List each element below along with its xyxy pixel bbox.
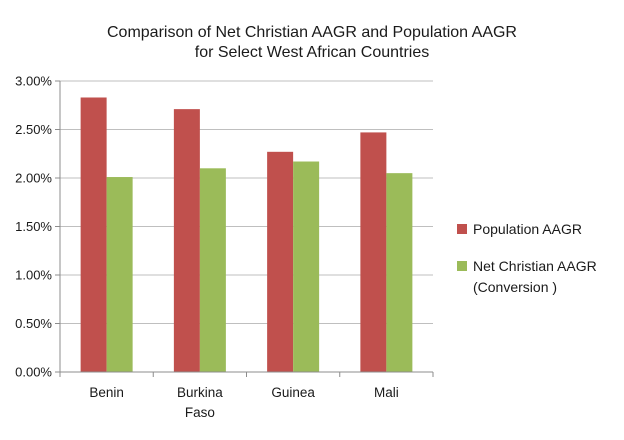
bar-net-christian-aagr [199, 168, 226, 372]
chart-title-line: Comparison of Net Christian AAGR and Pop… [107, 24, 517, 41]
bars [80, 97, 413, 373]
x-tick-label: Benin [89, 385, 124, 400]
y-tick-label: 3.00% [15, 74, 52, 89]
x-tick-label: Burkina [177, 385, 223, 400]
bar-population-aagr [80, 97, 107, 373]
x-tick-label: Mali [374, 385, 399, 400]
legend-label: Net Christian AAGR [473, 258, 597, 274]
legend-label: (Conversion ) [473, 279, 557, 295]
x-tick-label: Guinea [271, 385, 315, 400]
bar-population-aagr [267, 151, 294, 372]
y-tick-label: 1.50% [15, 219, 52, 234]
y-tick-label: 1.00% [15, 268, 52, 283]
chart-title: Comparison of Net Christian AAGR and Pop… [107, 24, 517, 61]
legend: Population AAGR Net Christian AAGR (Conver… [457, 221, 597, 295]
chart-title-line: for Select West African Countries [195, 44, 429, 61]
axes [59, 81, 434, 377]
y-tick-label: 0.00% [15, 365, 52, 380]
bar-net-christian-aagr [386, 173, 413, 372]
y-tick-label: 2.50% [15, 122, 52, 137]
bar-population-aagr [360, 132, 387, 372]
legend-label: Population AAGR [473, 221, 582, 237]
legend-swatch [457, 261, 467, 271]
y-tick-label: 0.50% [15, 316, 52, 331]
legend-swatch [457, 224, 467, 234]
y-tick-label: 2.00% [15, 171, 52, 186]
x-tick-label: Faso [185, 405, 215, 420]
bar-net-christian-aagr [293, 161, 320, 372]
bar-net-christian-aagr [106, 177, 133, 372]
x-axis-ticks: Benin Burkina Faso Guinea Mali [89, 385, 398, 420]
y-axis-ticks: 0.00% 0.50% 1.00% 1.50% 2.00% 2.50% 3.00% [15, 74, 52, 380]
bar-population-aagr [173, 109, 200, 372]
